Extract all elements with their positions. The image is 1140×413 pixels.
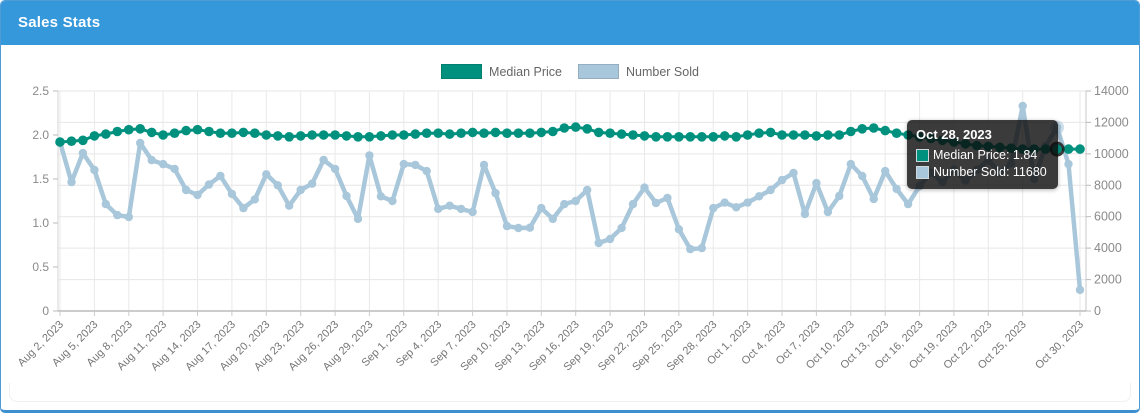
tooltip-median-price-swatch [916,149,929,162]
svg-text:14000: 14000 [1094,84,1129,98]
svg-text:0.5: 0.5 [32,260,49,274]
svg-text:8000: 8000 [1094,178,1122,192]
tooltip-row-number-sold: Number Sold: 11680 [916,164,1047,181]
legend-label-median-price: Median Price [489,64,562,79]
tooltip-number-sold-swatch [916,166,929,179]
svg-text:2.5: 2.5 [32,84,49,98]
svg-text:6000: 6000 [1094,210,1122,224]
svg-text:10000: 10000 [1094,147,1129,161]
chart-legend: Median Price Number Sold [1,64,1139,79]
tooltip-median-price-text: Median Price: 1.84 [933,148,1038,162]
chart-tooltip: Oct 28, 2023 Median Price: 1.84 Number S… [907,120,1058,189]
y-axis-right-labels: 0 2000 4000 6000 8000 10000 12000 14000 [1086,84,1129,318]
legend-item-median-price[interactable]: Median Price [441,64,562,79]
h-gridlines [58,90,1086,312]
y-axis-left-labels: 0 0.5 1.0 1.5 2.0 2.5 [32,84,58,318]
svg-text:2000: 2000 [1094,273,1122,287]
panel-title: Sales Stats [18,14,101,31]
tooltip-number-sold-text: Number Sold: 11680 [933,165,1047,179]
panel-header: Sales Stats [1,1,1139,45]
svg-text:0: 0 [42,304,49,318]
panel-inner-edge [9,383,1131,402]
svg-text:4000: 4000 [1094,241,1122,255]
svg-text:2.0: 2.0 [32,128,49,142]
legend-item-number-sold[interactable]: Number Sold [578,64,699,79]
legend-label-number-sold: Number Sold [626,64,699,79]
svg-text:12000: 12000 [1094,115,1129,129]
svg-text:1.0: 1.0 [32,216,49,230]
number-sold-swatch [578,64,619,79]
svg-text:0: 0 [1094,304,1101,318]
svg-text:1.5: 1.5 [32,172,49,186]
tooltip-row-median-price: Median Price: 1.84 [916,147,1047,164]
tooltip-date: Oct 28, 2023 [916,127,992,142]
median-price-swatch [441,64,483,79]
svg-text:Oct 30, 2023: Oct 30, 2023 [1033,319,1086,372]
axis-lines [57,91,1087,312]
